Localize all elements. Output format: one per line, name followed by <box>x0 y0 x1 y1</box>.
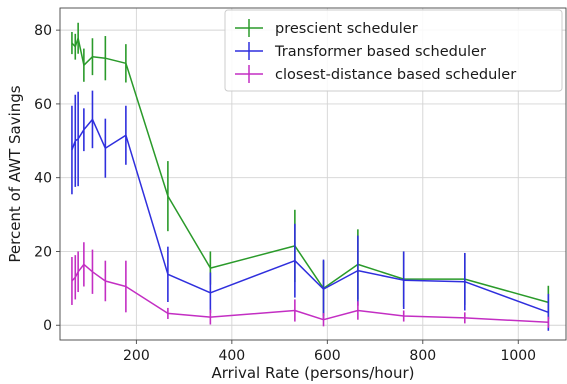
y-axis-label: Percent of AWT Savings <box>6 85 24 262</box>
x-tick-label: 200 <box>123 348 150 364</box>
series-line <box>71 263 549 324</box>
plot-area <box>71 22 550 331</box>
x-tick-label: 400 <box>218 348 245 364</box>
y-tick-label: 80 <box>34 23 52 39</box>
series-line <box>71 118 549 314</box>
legend-label: Transformer based scheduler <box>274 44 486 60</box>
x-tick-label: 600 <box>314 348 341 364</box>
y-tick-label: 0 <box>43 318 52 334</box>
series-3 <box>71 242 550 328</box>
legend-item: closest-distance based scheduler <box>235 65 516 83</box>
y-tick-label: 40 <box>34 171 52 187</box>
plot-frame <box>59 7 567 341</box>
series-2 <box>71 90 550 331</box>
y-tick-label: 20 <box>34 244 52 260</box>
x-tick-label: 800 <box>409 348 436 364</box>
legend-item: prescient scheduler <box>235 19 418 37</box>
y-axis-ticks: 0 20 40 60 80 <box>34 23 60 334</box>
y-tick-label: 60 <box>34 97 52 113</box>
legend-label: prescient scheduler <box>275 21 418 37</box>
series-line <box>71 37 549 304</box>
legend-box <box>224 9 563 92</box>
legend-label: closest-distance based scheduler <box>275 67 516 83</box>
x-axis-ticks: 200 400 600 800 1000 <box>123 340 536 364</box>
x-tick-label: 1000 <box>500 348 536 364</box>
legend-item: Transformer based scheduler <box>235 42 486 60</box>
legend: prescient scheduler Transformer based sch… <box>224 9 563 92</box>
x-axis-label: Arrival Rate (persons/hour) <box>211 364 414 382</box>
